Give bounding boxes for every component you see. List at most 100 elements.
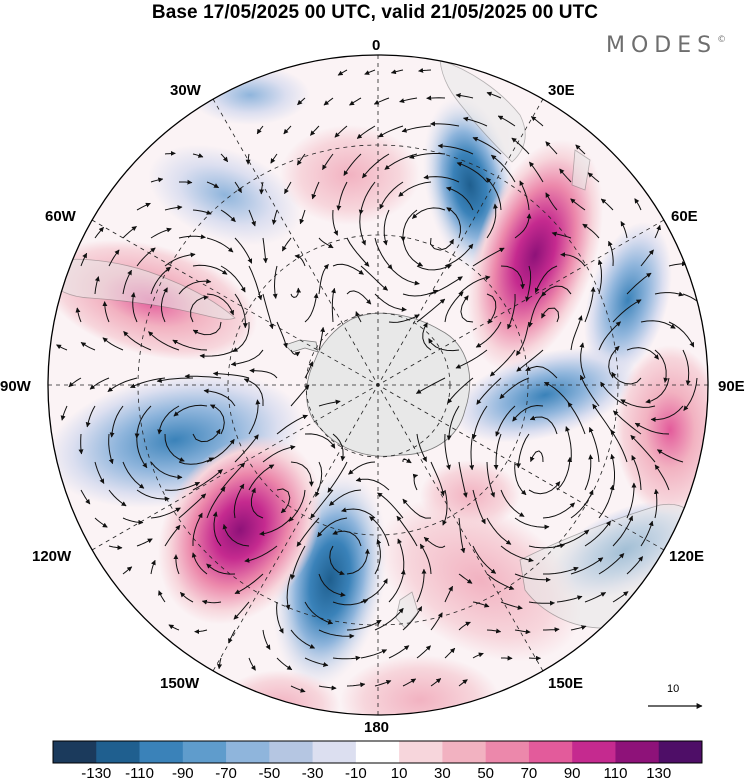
wind-vector — [416, 433, 427, 462]
lon-label-30e: 30E — [548, 82, 575, 99]
wind-vector — [249, 368, 278, 379]
wind-vector — [284, 181, 292, 195]
wind-vector — [362, 153, 390, 179]
anomaly-pink-165w-lower — [220, 670, 340, 715]
wind-vector — [164, 481, 201, 491]
wind-vector — [332, 209, 338, 236]
wind-vector — [409, 153, 446, 159]
wind-vector — [626, 347, 659, 360]
wind-vector — [418, 67, 432, 73]
wind-vector — [402, 498, 432, 519]
colorbar-tick-label: 110 — [603, 765, 628, 782]
wind-vector — [682, 349, 691, 386]
wind-vector — [290, 384, 310, 407]
madagascar — [571, 149, 591, 191]
wind-vector — [626, 482, 637, 519]
wind-vector — [582, 223, 600, 239]
wind-vector — [276, 657, 293, 671]
wind-vector — [556, 595, 583, 603]
wind-vector — [515, 321, 530, 356]
wind-vector — [108, 433, 114, 465]
wind-vector — [346, 619, 382, 631]
wind-vector — [499, 377, 530, 399]
wind-vector — [423, 536, 446, 548]
reference-vector-label: 10 — [667, 683, 680, 695]
wind-vector — [486, 91, 502, 99]
wind-vector — [584, 592, 607, 603]
wind-vector — [388, 314, 420, 323]
anomaly-pink-0 — [280, 125, 420, 225]
wind-vector — [220, 265, 246, 293]
wind-vector — [349, 97, 362, 106]
wind-vector — [209, 404, 225, 435]
wind-vector — [331, 287, 336, 323]
anomaly-pink-90e — [615, 345, 708, 515]
wind-vector — [486, 573, 515, 590]
wind-vector — [597, 259, 603, 295]
colorbar-swatch — [53, 741, 97, 763]
wind-vector — [541, 307, 560, 323]
wind-vector — [416, 568, 427, 603]
wind-vector — [245, 153, 251, 165]
wind-vector — [486, 203, 498, 239]
colorbar-tick-label: 90 — [563, 765, 581, 782]
wind-vector — [290, 349, 301, 357]
wind-vector — [455, 349, 488, 369]
lon-label-90w: 90W — [0, 378, 31, 395]
wind-vector — [379, 181, 404, 210]
colorbar-swatch — [312, 741, 357, 763]
wind-vector — [359, 209, 366, 246]
wind-vector — [191, 552, 208, 575]
wind-vector — [402, 289, 439, 297]
wind-vector — [56, 344, 68, 351]
colorbar-tick-label: -110 — [125, 765, 154, 782]
wind-vector — [472, 489, 486, 525]
wind-vector — [378, 125, 404, 138]
wind-vector — [108, 545, 123, 551]
wind-vector — [486, 628, 502, 634]
wind-vector — [150, 177, 164, 183]
colorbar-swatch — [355, 741, 400, 763]
wind-vector — [173, 404, 208, 417]
wind-vector — [232, 322, 250, 353]
wind-vector — [611, 371, 642, 385]
wind-vector — [271, 209, 278, 225]
wind-vector — [134, 405, 152, 439]
wind-vector — [294, 253, 306, 267]
wind-vector — [444, 291, 464, 323]
wind-vector — [248, 209, 256, 227]
wind-vector — [475, 321, 502, 348]
wind-vector — [416, 298, 446, 323]
anomaly-pink-170e — [340, 655, 500, 715]
wind-vector — [565, 426, 572, 463]
lon-label-150w: 150W — [160, 675, 200, 692]
wind-vector — [318, 326, 326, 351]
wind-vector — [355, 477, 390, 491]
wind-vector — [472, 601, 490, 608]
wind-vector — [248, 265, 263, 301]
wind-vector — [360, 265, 388, 291]
wind-vector — [620, 399, 656, 408]
wind-vector — [472, 652, 484, 659]
wind-vector — [542, 502, 575, 519]
lon-label-180: 180 — [364, 719, 390, 736]
wind-vector — [304, 361, 314, 379]
wind-vector — [472, 545, 497, 574]
wind-vector — [530, 116, 544, 127]
anomaly-blue-15w — [190, 65, 310, 125]
wind-vector — [668, 261, 687, 267]
wind-vector — [382, 209, 390, 246]
wind-vector — [233, 483, 245, 519]
wind-vector — [327, 461, 348, 493]
wind-vector — [206, 181, 220, 189]
anomaly-blue-60e — [584, 222, 672, 378]
wind-vector — [304, 601, 334, 625]
wind-vector — [626, 556, 644, 575]
wind-vector — [497, 115, 516, 127]
wind-vector — [529, 161, 544, 183]
wind-vector — [192, 428, 221, 443]
wind-vector — [164, 204, 183, 211]
colorbar-swatch — [96, 741, 141, 763]
wind-vector — [458, 461, 468, 498]
wind-vector — [489, 349, 516, 377]
